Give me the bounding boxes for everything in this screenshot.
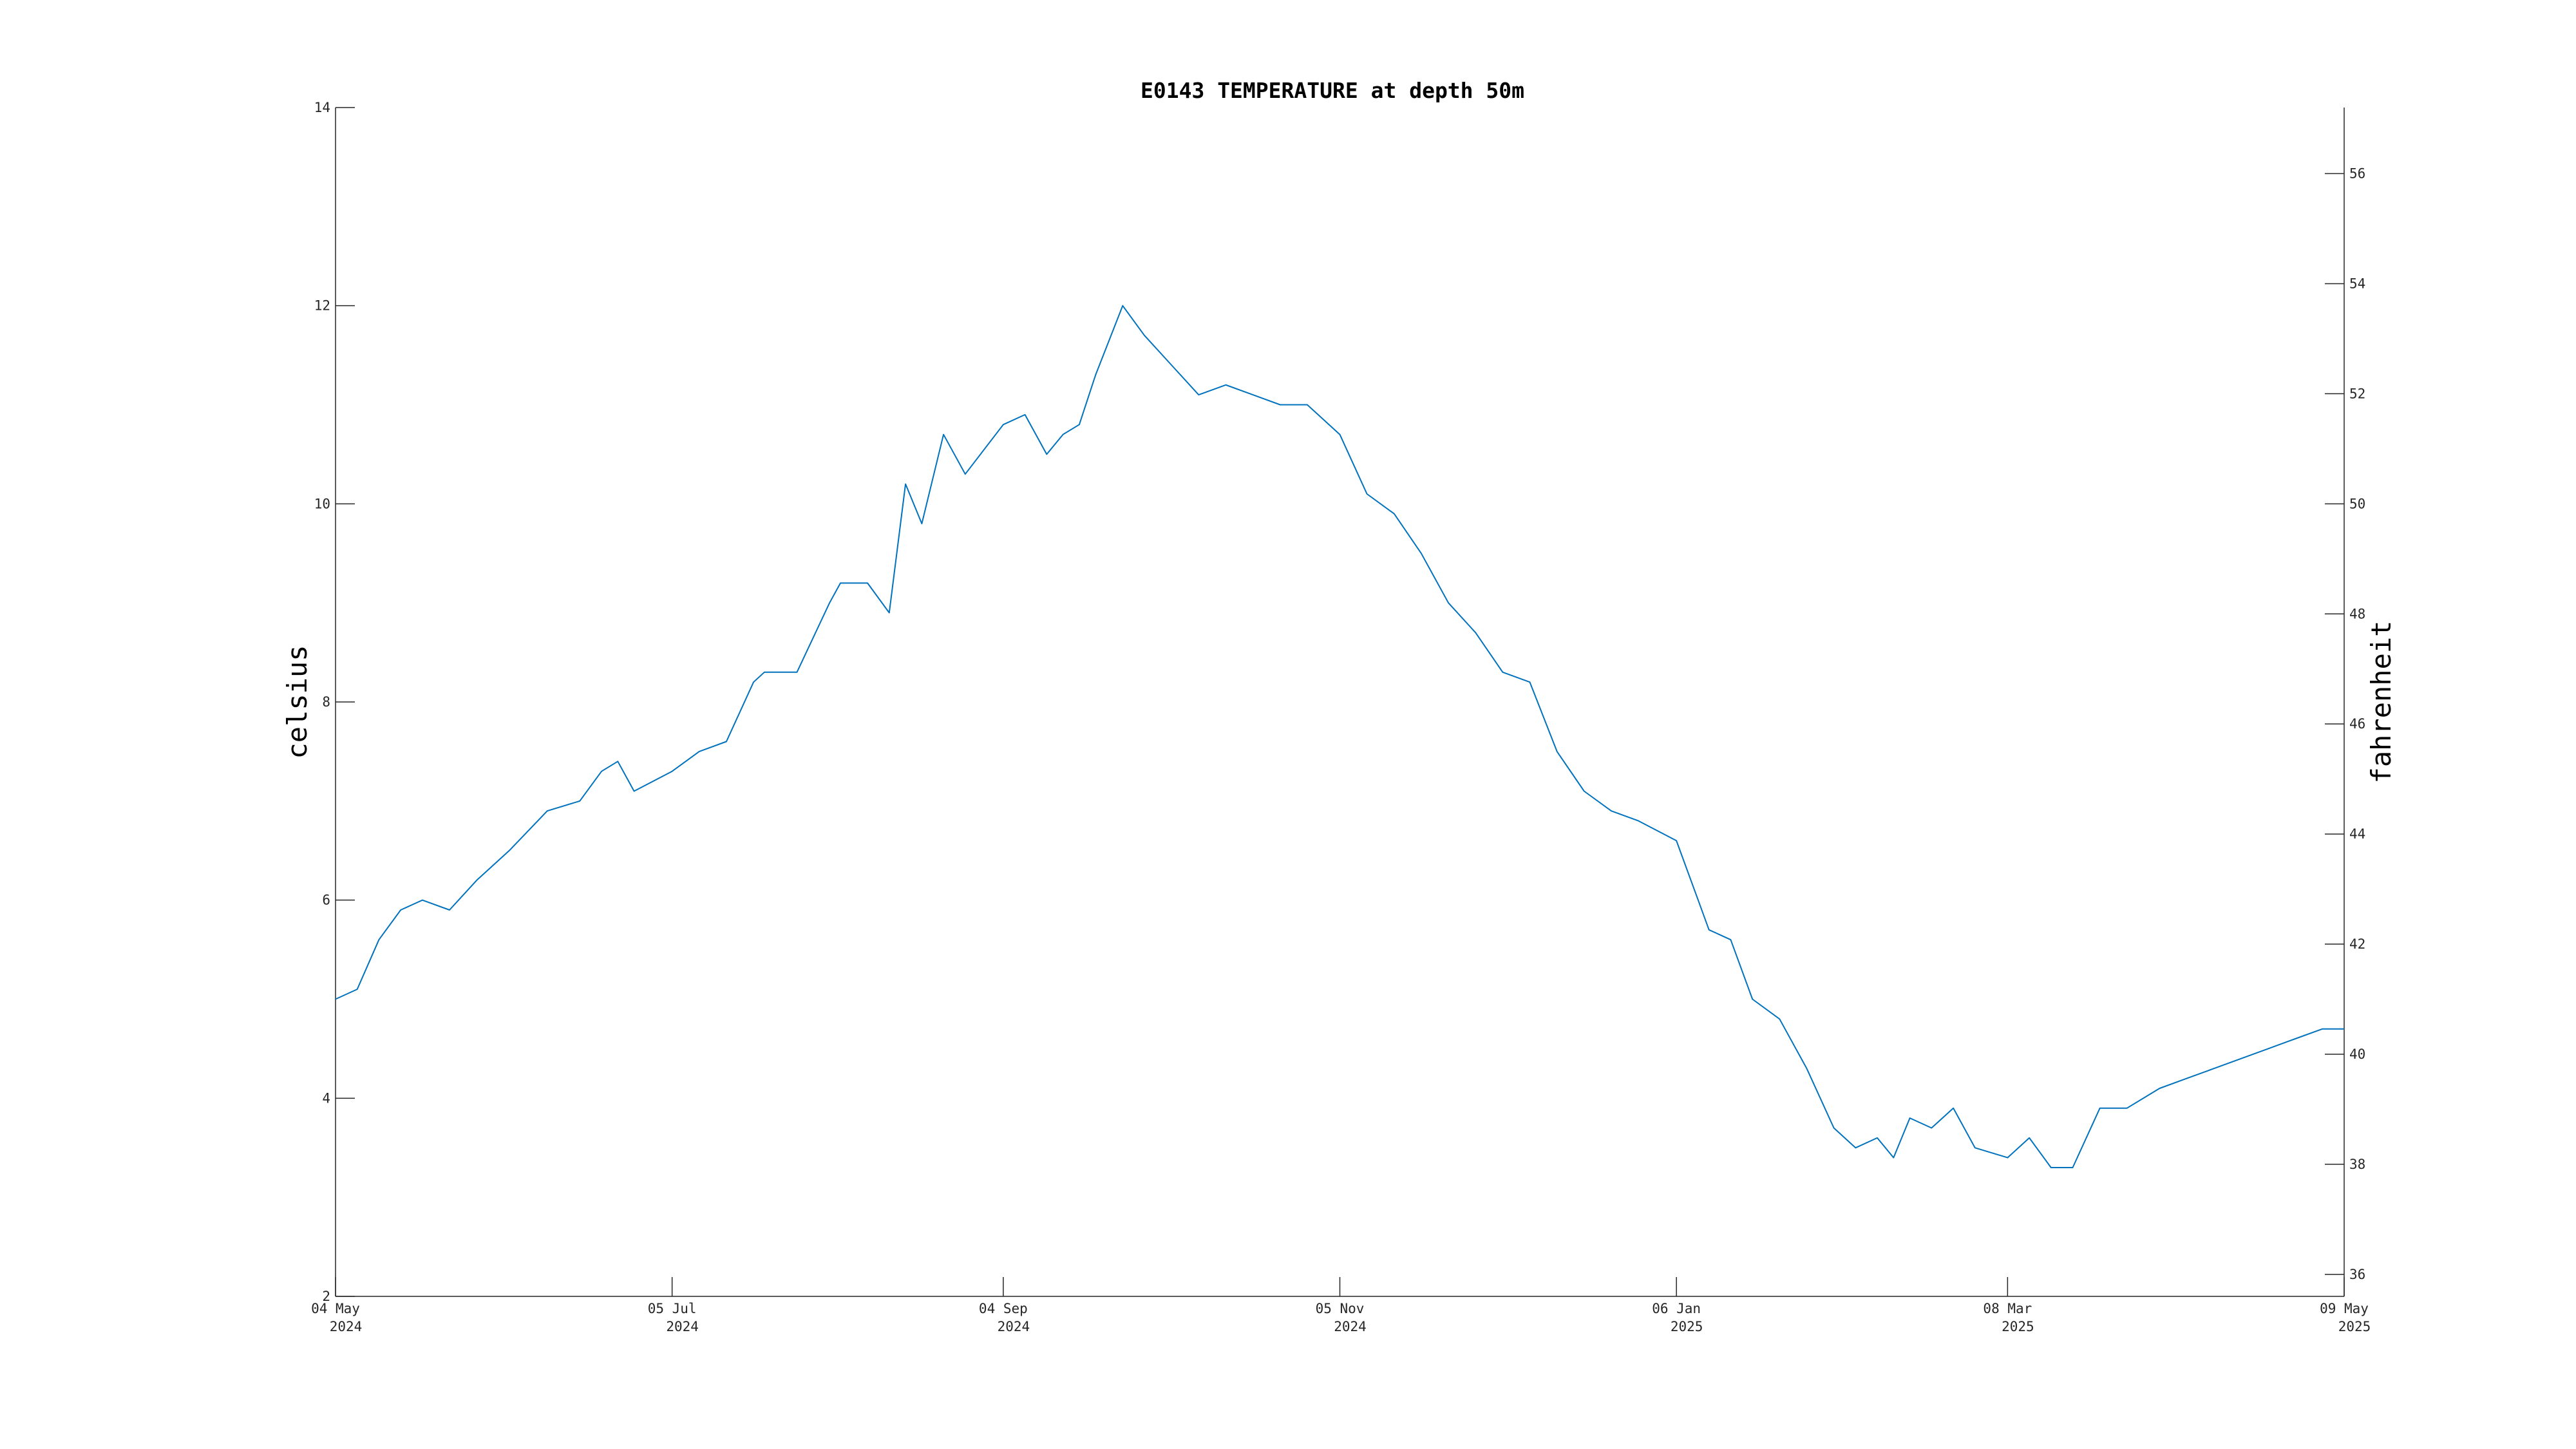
x-tick-label-date: 05 Nov bbox=[1316, 1301, 1365, 1316]
y-tick-label: 2 bbox=[322, 1289, 330, 1304]
x-tick-label-date: 09 May bbox=[2320, 1301, 2369, 1316]
y2-tick-label: 56 bbox=[2349, 166, 2365, 182]
y2-axis-label: fahrenheit bbox=[2365, 621, 2397, 784]
right-y-ticks: 36 38 40 42 44 46 48 50 52 54 56 bbox=[2325, 166, 2365, 1282]
left-y-ticks: 2 4 6 8 10 12 14 bbox=[314, 100, 355, 1304]
y2-tick-label: 42 bbox=[2349, 936, 2365, 952]
y2-tick-label: 52 bbox=[2349, 386, 2365, 401]
x-tick-label-date: 04 May bbox=[311, 1301, 360, 1316]
x-tick-label-date: 08 Mar bbox=[1983, 1301, 2032, 1316]
x-tick-label-date: 05 Jul bbox=[648, 1301, 697, 1316]
y-tick-label: 4 bbox=[322, 1090, 330, 1106]
y2-tick-label: 48 bbox=[2349, 606, 2365, 621]
x-ticks: 04 May 2024 05 Jul 2024 04 Sep 2024 05 Nov 2024… bbox=[311, 1277, 2371, 1334]
y2-tick-label: 46 bbox=[2349, 716, 2365, 732]
y-tick-label: 8 bbox=[322, 694, 330, 710]
x-tick-label-year: 2025 bbox=[2002, 1319, 2034, 1334]
temperature-series-line bbox=[335, 305, 2344, 1168]
y-tick-label: 12 bbox=[314, 298, 330, 314]
y2-tick-label: 40 bbox=[2349, 1046, 2365, 1062]
x-tick-label-year: 2024 bbox=[1334, 1319, 1367, 1334]
x-tick-label-date: 04 Sep bbox=[979, 1301, 1028, 1316]
x-tick-label-year: 2024 bbox=[666, 1319, 699, 1334]
y-tick-label: 6 bbox=[322, 893, 330, 908]
chart-title: E0143 TEMPERATURE at depth 50m bbox=[1141, 78, 1524, 103]
x-tick-label-date: 06 Jan bbox=[1652, 1301, 1701, 1316]
y2-tick-label: 38 bbox=[2349, 1157, 2365, 1172]
x-tick-label-year: 2025 bbox=[1671, 1319, 1703, 1334]
y2-tick-label: 44 bbox=[2349, 826, 2365, 842]
y2-tick-label: 54 bbox=[2349, 276, 2365, 291]
y-tick-label: 10 bbox=[314, 496, 330, 511]
x-tick-label-year: 2024 bbox=[998, 1319, 1030, 1334]
x-tick-label-year: 2025 bbox=[2338, 1319, 2371, 1334]
y2-tick-label: 50 bbox=[2349, 496, 2365, 511]
x-tick-label-year: 2024 bbox=[330, 1319, 363, 1334]
y-axis-label: celsius bbox=[281, 645, 313, 759]
y2-tick-label: 36 bbox=[2349, 1267, 2365, 1282]
y-tick-label: 14 bbox=[314, 100, 330, 115]
